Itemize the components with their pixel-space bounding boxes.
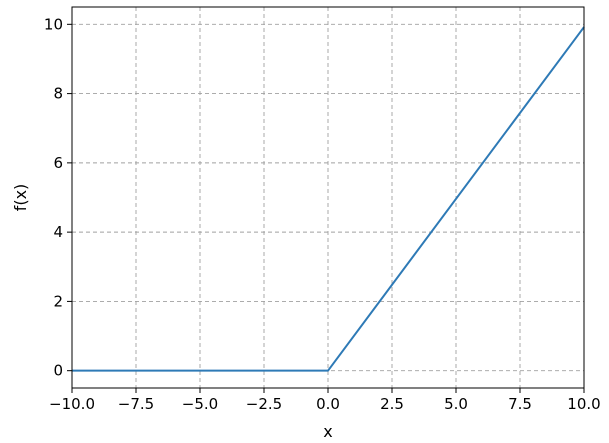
y-tick-label: 10: [44, 15, 63, 33]
y-tick-label: 6: [53, 154, 63, 172]
grid-lines: [71, 7, 585, 388]
x-tick-label: 10.0: [567, 395, 600, 413]
y-tick-label: 4: [53, 223, 63, 241]
x-tick-label: −7.5: [118, 395, 154, 413]
x-axis-label: x: [323, 422, 332, 441]
y-tick-label: 8: [53, 85, 63, 103]
axis-ticks: −10.0 −7.5 −5.0 −2.5 0.0 2.5 5.0 7.5 10.0 0 2 4 6 8 10: [44, 15, 601, 413]
y-axis-label: f(x): [11, 184, 30, 212]
series-line-0: [72, 26, 585, 372]
x-tick-label: −5.0: [182, 395, 218, 413]
x-tick-label: 5.0: [444, 395, 468, 413]
series-layer: [72, 26, 585, 372]
x-tick-label: 7.5: [508, 395, 532, 413]
x-tick-label: 2.5: [380, 395, 404, 413]
x-tick-label: 0.0: [316, 395, 340, 413]
x-tick-label: −2.5: [246, 395, 282, 413]
y-tick-label: 2: [53, 292, 63, 310]
y-tick-label: 0: [53, 362, 63, 380]
x-tick-label: −10.0: [49, 395, 95, 413]
